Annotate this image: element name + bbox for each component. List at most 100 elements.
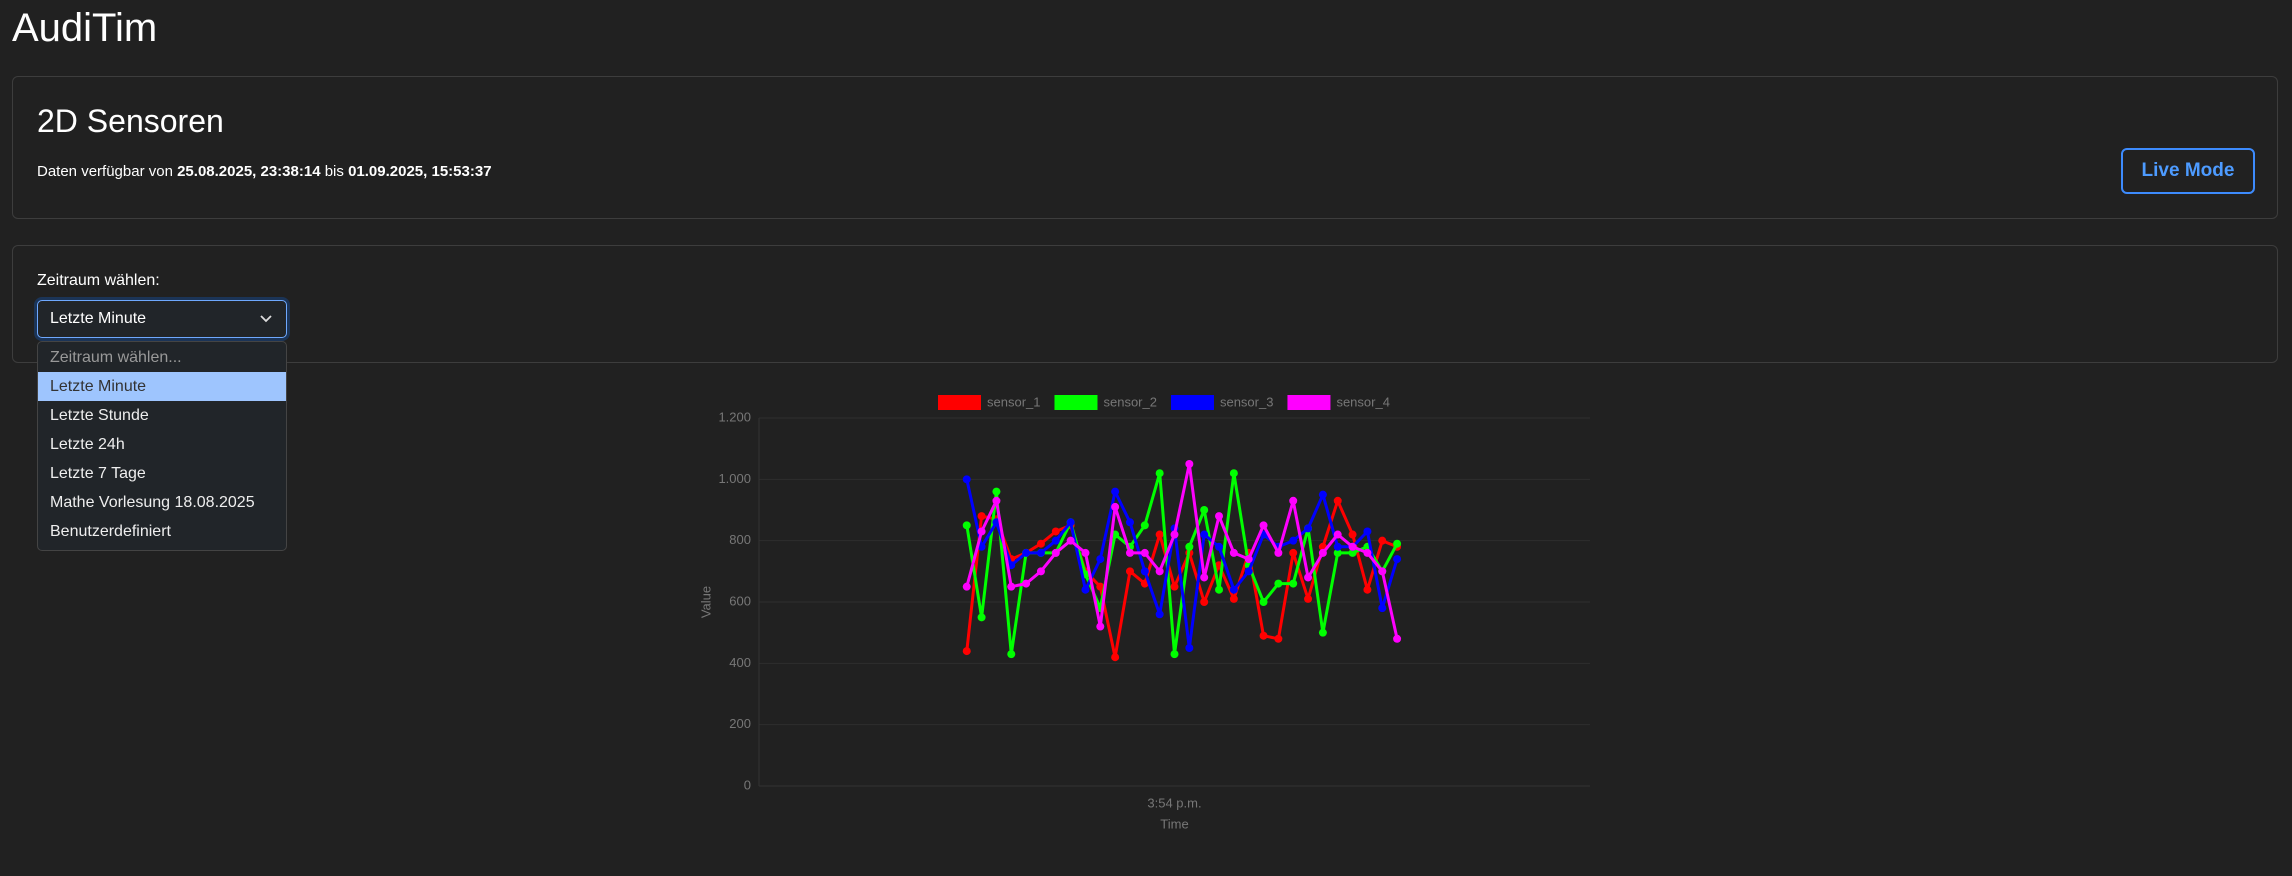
data-point — [1304, 594, 1313, 603]
data-point — [1140, 521, 1149, 530]
data-point — [1125, 567, 1134, 576]
data-point — [1318, 490, 1327, 499]
selected-value: Letzte Minute — [50, 310, 147, 327]
data-point — [1111, 487, 1120, 496]
data-point — [1318, 548, 1327, 557]
y-tick-label: 800 — [729, 532, 751, 547]
data-point — [1111, 502, 1120, 511]
data-point — [992, 487, 1001, 496]
data-point — [1363, 527, 1372, 536]
dropdown: Zeitraum wählen... Letzte Minute Letzte St… — [37, 341, 287, 551]
data-point — [1348, 548, 1357, 557]
data-point — [1185, 644, 1194, 652]
data-point — [977, 527, 986, 536]
data-point — [1348, 530, 1357, 539]
data-point — [1259, 521, 1268, 530]
x-tick-label: 3:54 p.m. — [1147, 795, 1201, 810]
data-point — [1125, 548, 1134, 557]
data-point — [1096, 555, 1105, 564]
data-point — [1333, 496, 1342, 505]
legend-label: sensor_4 — [1336, 394, 1389, 409]
data-point — [1274, 548, 1283, 557]
data-point — [1200, 506, 1209, 514]
dropdown-option[interactable]: Letzte 7 Tage — [50, 465, 146, 482]
data-point — [1333, 530, 1342, 539]
data-point — [1215, 585, 1224, 594]
data-point — [1393, 634, 1402, 643]
y-tick-label: 600 — [729, 593, 751, 608]
data-point — [1155, 469, 1164, 478]
data-point — [1259, 598, 1268, 606]
data-point — [992, 496, 1001, 505]
y-tick-label: 1.200 — [718, 409, 751, 424]
y-tick-label: 0 — [744, 777, 751, 792]
data-point — [1051, 548, 1060, 557]
data-point — [1096, 582, 1105, 591]
dropdown-option[interactable]: Letzte 24h — [50, 436, 125, 453]
data-point — [1170, 582, 1179, 591]
data-point — [962, 582, 971, 591]
data-point — [977, 542, 986, 551]
dropdown-option[interactable]: Mathe Vorlesung 18.08.2025 — [50, 494, 255, 511]
data-point — [1022, 548, 1031, 557]
data-point — [1185, 542, 1194, 551]
y-axis-title: Value — [698, 586, 713, 618]
data-point — [1244, 567, 1253, 576]
data-point — [1155, 610, 1164, 619]
range-card: Zeitraum wählen: Letzte Minute — [12, 245, 2278, 363]
data-point — [1274, 579, 1283, 588]
data-point — [1289, 536, 1298, 545]
dropdown-option[interactable]: Letzte Stunde — [50, 407, 149, 424]
start-date: 25.08.2025, 23:38:14 — [177, 163, 321, 180]
live-mode-button[interactable]: Live Mode — [2121, 148, 2255, 194]
data-point — [1096, 622, 1105, 631]
data-point — [1244, 555, 1253, 564]
dropdown-option[interactable]: Benutzerdefiniert — [50, 523, 171, 540]
dropdown-option[interactable]: Zeitraum wählen... — [50, 349, 182, 366]
range-label: Zeitraum wählen: — [37, 272, 160, 289]
data-point — [1036, 567, 1045, 576]
data-point — [1051, 536, 1060, 545]
data-point — [1304, 573, 1313, 582]
legend-label: sensor_2 — [1103, 394, 1156, 409]
legend-swatch — [1170, 395, 1214, 410]
legend-swatch — [1054, 395, 1098, 410]
data-point — [1066, 536, 1075, 545]
data-point — [1022, 579, 1031, 588]
availability: Daten verfügbar von 25.08.2025, 23:38:14… — [37, 163, 492, 180]
range-select[interactable]: Letzte Minute — [37, 300, 287, 338]
data-point — [1007, 650, 1016, 659]
data-point — [1229, 548, 1238, 557]
data-point — [1378, 536, 1387, 545]
data-point — [977, 512, 986, 521]
info-card: 2D Sensoren Daten verfügbar von 25.08.20… — [12, 76, 2278, 219]
data-point — [1318, 628, 1327, 637]
end-date: 01.09.2025, 15:53:37 — [348, 163, 492, 180]
data-point — [977, 613, 986, 622]
data-point — [1081, 548, 1090, 557]
y-tick-label: 1.000 — [718, 471, 751, 486]
dropdown-option[interactable]: Letzte Minute — [38, 372, 286, 401]
data-point — [1215, 542, 1224, 551]
data-point — [1289, 548, 1298, 557]
data-point — [1170, 530, 1179, 539]
data-point — [1378, 567, 1387, 576]
app-title: AudiTim — [12, 6, 158, 50]
data-point — [1125, 518, 1134, 527]
text: bis — [324, 163, 344, 180]
y-tick-label: 400 — [729, 655, 751, 670]
data-point — [1007, 582, 1016, 591]
data-point — [1155, 530, 1164, 539]
text: Daten verfügbar von — [37, 163, 173, 180]
data-point — [1200, 598, 1209, 606]
data-point — [1348, 542, 1357, 551]
data-point — [1259, 631, 1268, 640]
data-point — [1066, 518, 1075, 527]
data-point — [1289, 579, 1298, 588]
data-point — [1229, 594, 1238, 603]
data-point — [1393, 539, 1402, 548]
data-point — [1170, 650, 1179, 659]
data-point — [1215, 512, 1224, 521]
data-point — [1185, 460, 1194, 468]
